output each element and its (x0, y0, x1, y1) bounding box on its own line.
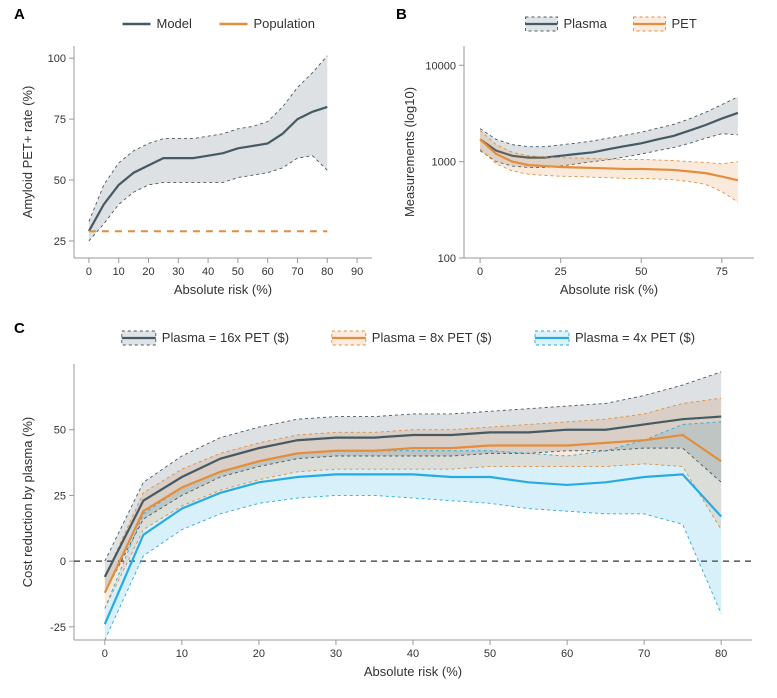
panel-c-legend: Plasma = 16x PET ($) Plasma = 8x PET ($) P… (122, 330, 695, 345)
y-tick: -25 (50, 622, 66, 634)
y-tick: 75 (54, 114, 66, 126)
x-tick: 40 (202, 266, 214, 278)
x-axis-label: Absolute risk (%) (174, 282, 272, 297)
y-tick: 0 (60, 556, 66, 568)
legend-item-label: Plasma = 16x PET ($) (162, 330, 289, 345)
x-axis-label: Absolute risk (%) (364, 664, 462, 679)
x-tick: 70 (291, 266, 303, 278)
x-axis-label: Absolute risk (%) (560, 282, 658, 297)
y-axis-label: Cost reduction by plasma (%) (20, 417, 35, 588)
y-tick: 100 (438, 253, 456, 265)
legend-item-label: Model (157, 16, 193, 31)
y-tick: 50 (54, 425, 66, 437)
x-tick: 0 (477, 266, 483, 278)
x-tick: 20 (142, 266, 154, 278)
x-tick: 20 (253, 648, 265, 660)
x-tick: 50 (484, 648, 496, 660)
y-tick: 25 (54, 236, 66, 248)
legend-item-label: PET (672, 16, 697, 31)
panel-b: Plasma PET 0 25 50 75 100 1000 10000 Absolute ris… (396, 6, 766, 306)
x-tick: 0 (102, 648, 108, 660)
y-tick: 10000 (425, 60, 456, 72)
legend-item-label: Population (254, 16, 315, 31)
x-tick: 60 (561, 648, 573, 660)
x-tick: 80 (715, 648, 727, 660)
x-tick: 10 (176, 648, 188, 660)
x-tick: 80 (321, 266, 333, 278)
x-tick: 30 (330, 648, 342, 660)
figure-root: A ModelPopulation01020304050607080902550… (0, 0, 777, 698)
y-tick: 25 (54, 490, 66, 502)
legend-item-label: Plasma = 4x PET ($) (575, 330, 695, 345)
x-tick: 70 (638, 648, 650, 660)
x-tick: 90 (351, 266, 363, 278)
panel-a: Model Population 0 10 20 30 40 50 60 70 80 90 25 50 75… (14, 6, 384, 306)
x-tick: 75 (716, 266, 728, 278)
x-tick: 50 (635, 266, 647, 278)
x-tick: 60 (262, 266, 274, 278)
x-tick: 50 (232, 266, 244, 278)
y-axis-label: Amyloid PET+ rate (%) (20, 86, 35, 219)
x-tick: 30 (172, 266, 184, 278)
y-tick: 50 (54, 175, 66, 187)
x-tick: 40 (407, 648, 419, 660)
y-axis-label: Measurements (log10) (402, 87, 417, 217)
panel-b-legend: Plasma PET (526, 16, 697, 31)
legend-item-label: Plasma (564, 16, 608, 31)
x-tick: 10 (113, 266, 125, 278)
y-tick: 1000 (432, 157, 456, 169)
y-tick: 100 (48, 53, 66, 65)
panel-a-legend: Model Population (123, 16, 315, 31)
x-tick: 25 (555, 266, 567, 278)
legend-item-label: Plasma = 8x PET ($) (372, 330, 492, 345)
panel-c: Plasma = 16x PET ($) Plasma = 8x PET ($) P… (14, 320, 766, 690)
model-ci (89, 56, 327, 241)
x-tick: 0 (86, 266, 92, 278)
